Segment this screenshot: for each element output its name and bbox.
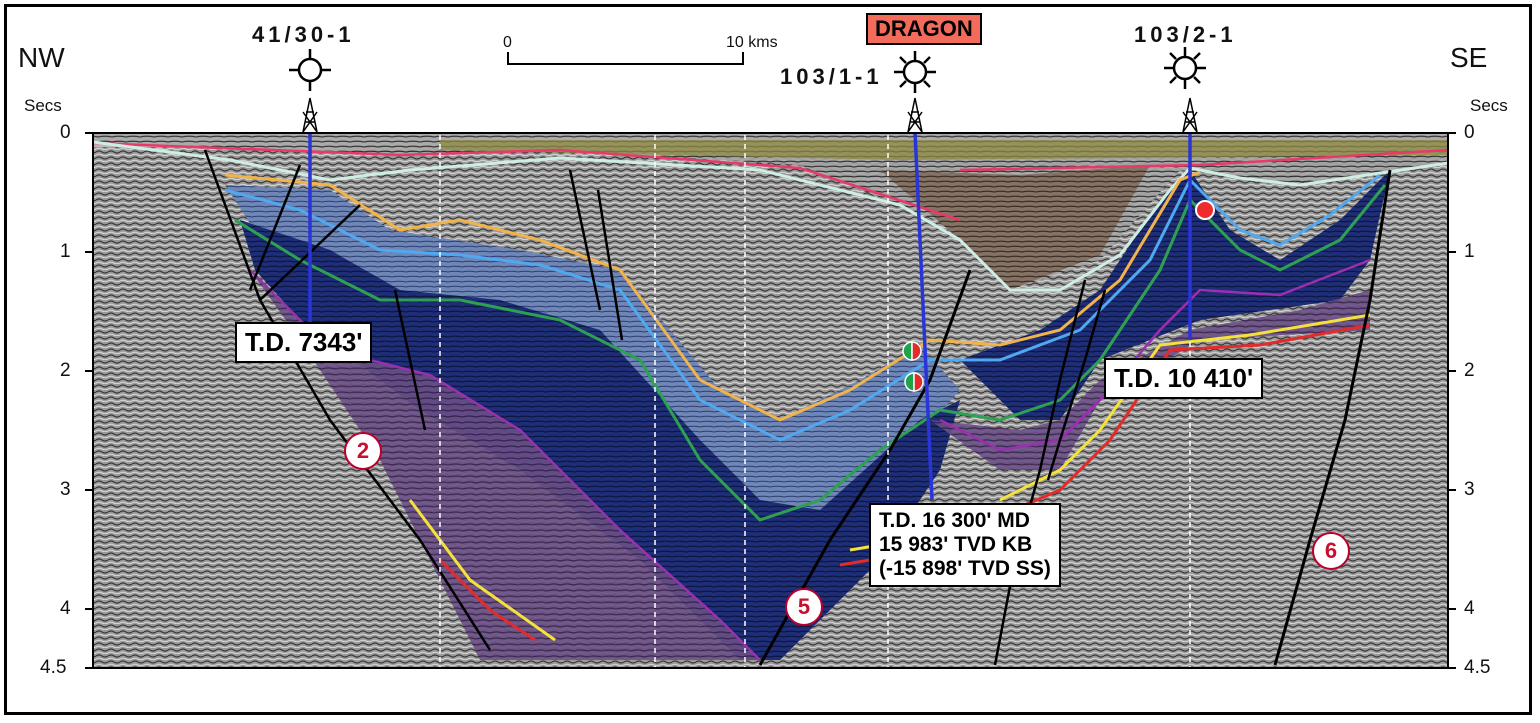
td-box-103-1-1: T.D. 16 300' MD 15 983' TVD KB (-15 898'… [869,503,1061,587]
fault-badge-2: 2 [344,432,382,470]
horizon-seabed [92,141,961,222]
gas-show-well-icon [1164,47,1206,89]
td-line: T.D. 16 300' MD [879,509,1030,532]
field-label-dragon: DRAGON [866,13,982,45]
tick-label-left: 1 [60,241,71,262]
axis-unit-right: Secs [1470,96,1508,115]
horizon-red [438,558,536,642]
horizon-seabed-se [959,148,1449,172]
fault-mid-b [596,189,624,341]
gas-show-well-icon [894,51,936,93]
tick-label-right: 1 [1464,241,1475,262]
derrick-icon [907,97,923,133]
tick-label-left: 4.5 [40,657,67,678]
tick-label-left: 0 [60,122,71,143]
se-basin-blue [960,170,1390,420]
nw-basin-deep [240,220,960,660]
tick-label-left: 3 [60,479,71,500]
fault-mid-a [568,169,602,311]
fault-6 [1273,169,1392,666]
horizon-yellow [408,499,556,642]
horizon-blue [224,173,1381,442]
nw-basin-purple [250,270,760,660]
tick-label-right: 0 [1464,122,1475,143]
axis-unit-left: Secs [24,96,62,115]
fault-badge-6: 6 [1312,532,1350,570]
well-name-41-30-1: 41/30-1 [252,22,355,47]
fault-2 [203,149,492,651]
horizon-orange [224,170,1201,422]
axis-ticks-left [85,132,93,669]
section-border [92,132,1449,669]
tick-label-right: 2 [1464,360,1475,381]
horizon-red-mid [839,558,871,567]
well-name-103-2-1: 103/2-1 [1134,22,1237,47]
brown-sediment [880,165,1150,290]
td-line: 15 983' TVD KB [879,533,1033,556]
orientation-se: SE [1450,42,1488,73]
oil-gas-show-icon [902,341,922,361]
horizon-green [234,184,1387,522]
scale-bar [507,52,744,65]
well-name-103-1-1: 103/1-1 [780,64,883,89]
se-basin-purple [930,290,1370,470]
derrick-icon [1182,97,1198,133]
orientation-nw: NW [18,42,65,73]
tick-label-left: 4 [60,598,71,619]
td-box-103-2-1: T.D. 10 410' [1104,358,1264,399]
fault-se-a [993,279,1087,666]
dry-well-icon [289,49,331,91]
tick-label-right: 4 [1464,598,1475,619]
fault-5 [758,269,972,666]
scale-end-label: 10 kms [726,34,778,51]
td-line: (-15 898' TVD SS) [879,557,1051,580]
oil-show-icon [1195,200,1215,220]
fault-se-b [1046,289,1107,481]
oil-gas-show-icon [904,372,924,392]
fault-nw-a [248,164,302,291]
tick-label-left: 2 [60,360,71,381]
td-box-41-30-1: T.D. 7343' [235,322,373,363]
scale-start-label: 0 [503,34,512,51]
yellow-shallow [440,140,1448,160]
tick-label-right: 4.5 [1464,657,1491,678]
tick-label-right: 3 [1464,479,1475,500]
horizon-lightgreen [92,140,1449,292]
derrick-icon [302,97,318,133]
fault-nw-c [393,289,427,431]
fault-badge-5: 5 [785,588,823,626]
axis-ticks-right [1448,132,1456,669]
well-path-103-1-1 [913,131,934,501]
